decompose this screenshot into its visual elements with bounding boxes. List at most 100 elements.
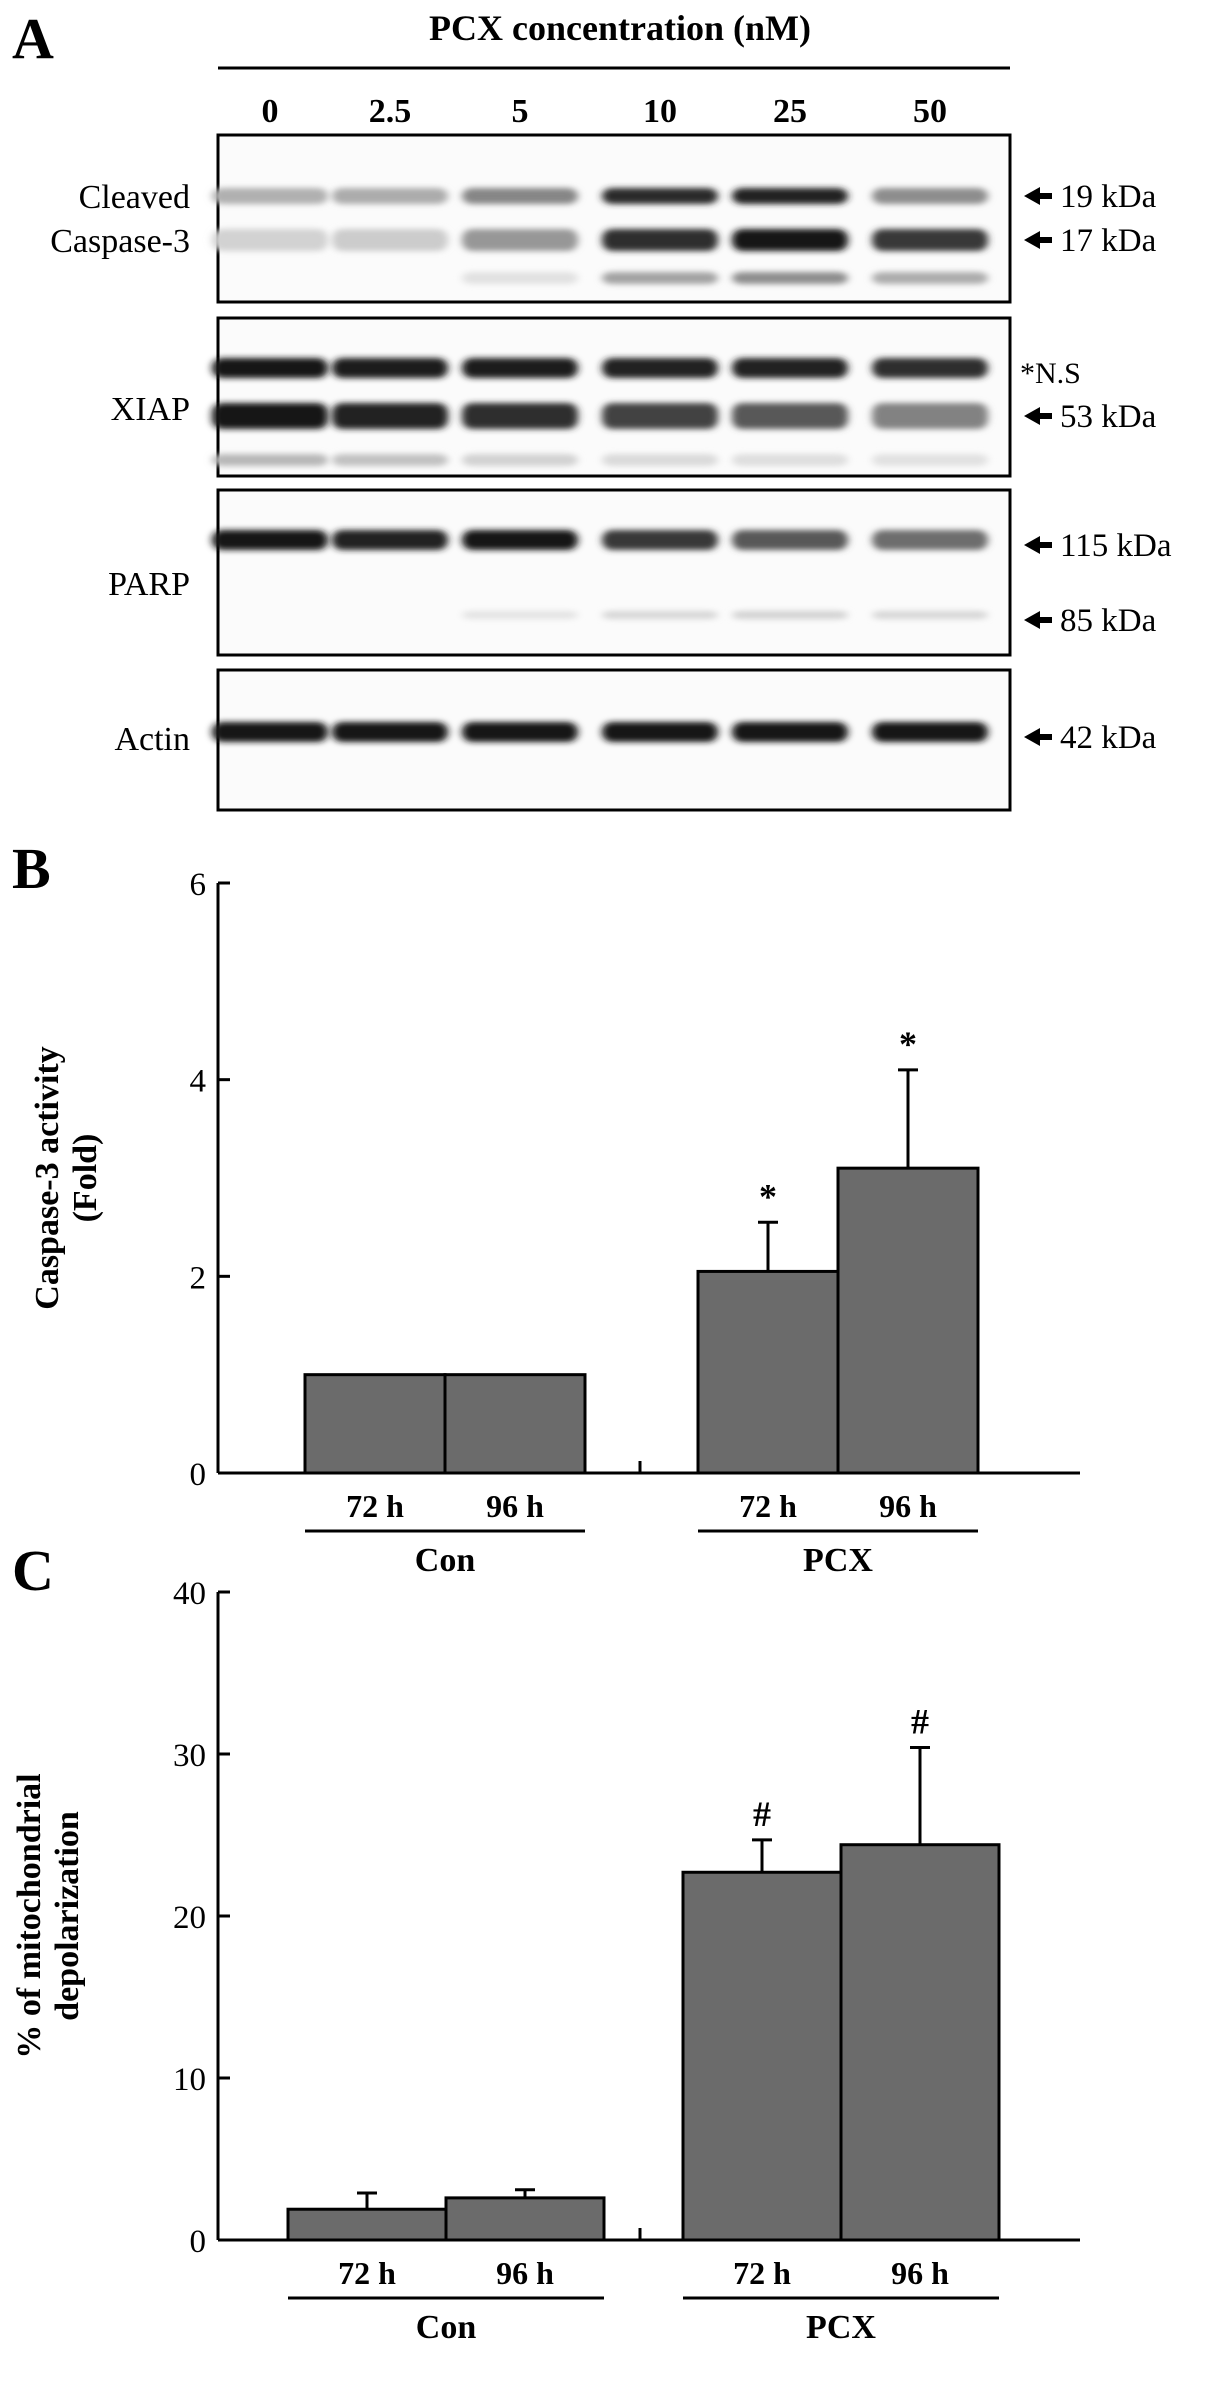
- significance-mark: *: [899, 1024, 917, 1064]
- band: [602, 403, 718, 429]
- band: [602, 611, 718, 619]
- band: [212, 403, 328, 429]
- band: [872, 722, 988, 742]
- marker-label: 19 kDa: [1060, 179, 1157, 215]
- lane-label: 0: [262, 93, 279, 130]
- band: [872, 454, 988, 466]
- bar: [836, 1166, 980, 1475]
- lane-label: 2.5: [369, 93, 412, 130]
- band: [332, 358, 448, 378]
- marker-label: 42 kDa: [1060, 720, 1157, 756]
- band: [462, 229, 578, 251]
- band: [462, 530, 578, 550]
- band: [872, 358, 988, 378]
- y-tick-label: 10: [173, 2062, 206, 2098]
- y-tick-label: 20: [173, 1900, 206, 1936]
- band: [732, 611, 848, 619]
- bar: [696, 1269, 840, 1475]
- blot-label: PARP: [108, 566, 190, 603]
- arrow-icon: [1024, 187, 1052, 205]
- marker-label: *N.S: [1020, 357, 1081, 390]
- y-tick-label: 40: [173, 1576, 206, 1612]
- band: [462, 358, 578, 378]
- band: [872, 272, 988, 284]
- blot-label: Caspase-3: [50, 223, 190, 260]
- panel-a: A PCX concentration (nM) 0 2.5 5 10 25 50 Cle…: [12, 6, 1172, 812]
- band: [732, 454, 848, 466]
- band: [332, 530, 448, 550]
- band: [332, 722, 448, 742]
- y-axis-label: % of mitochondrial: [11, 1773, 48, 2058]
- y-tick-label: 4: [190, 1064, 207, 1100]
- significance-mark: #: [753, 1794, 771, 1834]
- blot-frame: [216, 316, 1012, 478]
- band: [602, 188, 718, 204]
- band: [732, 530, 848, 550]
- band: [732, 358, 848, 378]
- band: [872, 530, 988, 550]
- panel-a-header: PCX concentration (nM): [429, 8, 811, 48]
- group-label: Con: [415, 1542, 476, 1579]
- significance-mark: *: [759, 1176, 777, 1216]
- bar: [286, 2207, 448, 2242]
- band: [332, 188, 448, 204]
- significance-mark: #: [911, 1702, 929, 1742]
- band: [602, 358, 718, 378]
- band: [212, 530, 328, 550]
- x-tick-label: 72 h: [733, 2255, 791, 2291]
- x-tick-label: 96 h: [891, 2255, 949, 2291]
- panel-a-letter: A: [12, 6, 54, 71]
- band: [872, 229, 988, 251]
- band: [602, 229, 718, 251]
- blot-label: Actin: [114, 721, 190, 758]
- blot-label: XIAP: [111, 391, 190, 428]
- y-tick-label: 0: [190, 1457, 207, 1493]
- band: [462, 611, 578, 619]
- blot-label: Cleaved: [79, 179, 190, 216]
- band: [332, 454, 448, 466]
- x-tick-label: 72 h: [338, 2255, 396, 2291]
- marker-label: 53 kDa: [1060, 399, 1157, 435]
- chart-b: Caspase-3 activity (Fold) 0 2 4 6 72 h 96 h Con *…: [29, 867, 1080, 1579]
- y-tick-label: 30: [173, 1738, 206, 1774]
- bar: [444, 2196, 606, 2242]
- band: [872, 611, 988, 619]
- band: [872, 188, 988, 204]
- group-label: PCX: [806, 2309, 876, 2346]
- band: [602, 454, 718, 466]
- y-tick-label: 2: [190, 1260, 207, 1296]
- x-tick-label: 96 h: [486, 1488, 544, 1524]
- arrow-icon: [1024, 728, 1052, 746]
- band: [462, 454, 578, 466]
- x-tick-label: 96 h: [879, 1488, 937, 1524]
- band: [732, 403, 848, 429]
- group-label: PCX: [803, 1542, 873, 1579]
- band: [462, 188, 578, 204]
- chart-c: % of mitochondrial depolarization 0 10 20 30 4…: [11, 1576, 1080, 2346]
- band: [732, 272, 848, 284]
- lane-label: 10: [643, 93, 677, 130]
- band: [462, 722, 578, 742]
- band: [332, 229, 448, 251]
- band: [602, 530, 718, 550]
- marker-label: 85 kDa: [1060, 603, 1157, 639]
- arrow-icon: [1024, 611, 1052, 629]
- panel-b-letter: B: [12, 836, 51, 901]
- band: [602, 722, 718, 742]
- band: [212, 188, 328, 204]
- y-axis-label: depolarization: [49, 1811, 86, 2021]
- arrow-icon: [1024, 407, 1052, 425]
- band: [332, 403, 448, 429]
- arrow-icon: [1024, 536, 1052, 554]
- bar: [681, 1870, 843, 2242]
- y-tick-label: 0: [190, 2224, 207, 2260]
- bar: [303, 1373, 447, 1475]
- y-tick-label: 6: [190, 867, 207, 903]
- band: [732, 188, 848, 204]
- panel-b: B Caspase-3 activity (Fold) 0 2 4 6 72 h 96 h Co…: [12, 836, 1080, 1579]
- lane-labels: 0 2.5 5 10 25 50: [262, 93, 948, 130]
- band: [212, 358, 328, 378]
- marker-label: 115 kDa: [1060, 528, 1172, 564]
- lane-label: 5: [512, 93, 529, 130]
